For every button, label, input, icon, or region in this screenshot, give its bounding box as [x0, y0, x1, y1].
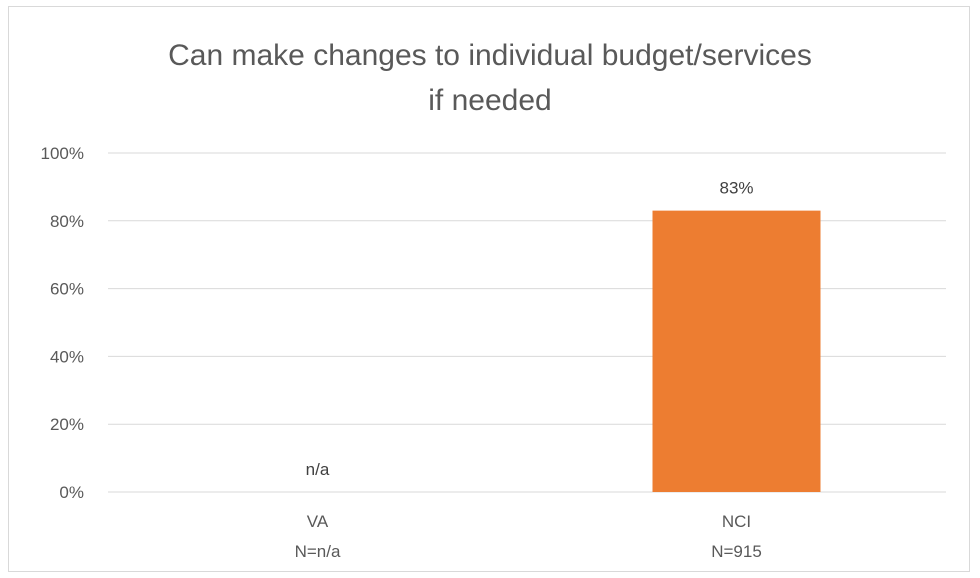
chart-title: Can make changes to individual budget/se…	[0, 33, 980, 123]
x-tick-sublabel: N=n/a	[295, 542, 341, 561]
bar	[652, 210, 821, 492]
chart-title-line-2: if needed	[428, 84, 552, 117]
y-tick-label: 60%	[50, 280, 84, 299]
data-label: 83%	[719, 179, 753, 198]
chart-title-line-1: Can make changes to individual budget/se…	[168, 39, 812, 72]
x-tick-label: VA	[307, 512, 329, 531]
data-label: n/a	[306, 460, 330, 479]
x-tick-label: NCI	[722, 512, 751, 531]
y-tick-label: 40%	[50, 347, 84, 366]
y-tick-label: 80%	[50, 212, 84, 231]
y-tick-label: 20%	[50, 415, 84, 434]
x-tick-sublabel: N=915	[711, 542, 762, 561]
y-tick-label: 100%	[41, 144, 84, 163]
y-tick-label: 0%	[59, 483, 84, 502]
